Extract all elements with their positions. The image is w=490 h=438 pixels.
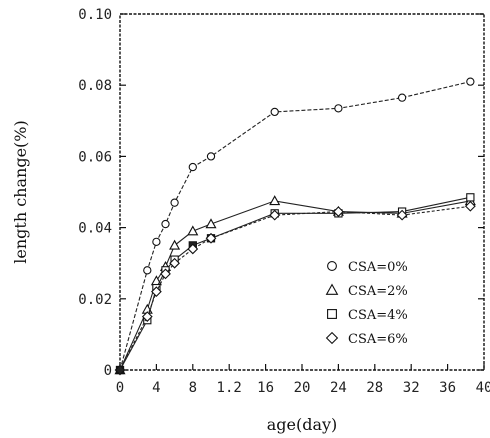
legend-label: CSA=4% xyxy=(348,308,408,323)
diamond-marker xyxy=(141,311,153,322)
circle-marker xyxy=(188,162,197,172)
series-layer xyxy=(114,77,476,376)
x-tick-label: 4 xyxy=(152,380,160,396)
legend: CSA=0% CSA=2% CSA=4% CSA=6% xyxy=(325,260,408,347)
diamond-marker xyxy=(325,331,339,345)
diamond-marker xyxy=(169,257,180,269)
x-tick-label: 36 xyxy=(439,380,456,396)
circle-marker xyxy=(334,104,343,113)
diamond-marker xyxy=(333,206,344,217)
diamond-marker xyxy=(160,268,171,280)
y-tick-label: 0.08 xyxy=(78,78,112,94)
triangle-marker xyxy=(169,239,181,250)
diamond-marker xyxy=(151,286,162,298)
legend-label: CSA=2% xyxy=(348,284,408,299)
diamond-marker xyxy=(396,209,408,221)
y-axis-label: length change(%) xyxy=(11,120,30,263)
series-line xyxy=(119,205,471,371)
x-tick-label: 0 xyxy=(116,380,124,396)
triangle-marker xyxy=(269,195,281,206)
plot-frame xyxy=(119,13,485,371)
circle-marker xyxy=(327,261,337,271)
x-tick-label: 20 xyxy=(294,380,311,396)
circle-marker xyxy=(466,77,475,86)
x-tick-label: 16 xyxy=(257,380,274,396)
series-line xyxy=(119,81,471,371)
series-square xyxy=(115,193,475,375)
diamond-marker xyxy=(114,364,126,376)
y-tick-label: 0.04 xyxy=(78,221,112,237)
square-marker xyxy=(466,193,475,202)
diamond-marker xyxy=(205,232,217,244)
x-tick-label: 32 xyxy=(403,380,420,396)
series-diamond xyxy=(114,200,476,376)
circle-marker xyxy=(397,93,407,102)
diamond-marker xyxy=(187,243,199,255)
y-tick-label: 0.06 xyxy=(78,149,112,165)
y-tick-label: 0.10 xyxy=(78,7,112,23)
circle-marker xyxy=(152,237,161,246)
diamond-marker xyxy=(269,209,281,221)
x-axis-ticks: 0 4 8 1.2 16 20 24 28 32 36 40 xyxy=(116,364,490,396)
x-tick-label: 24 xyxy=(330,380,347,396)
series-line xyxy=(119,200,471,371)
legend-label: CSA=6% xyxy=(348,332,408,347)
triangle-marker xyxy=(150,275,162,286)
circle-marker xyxy=(143,266,152,275)
series-circle xyxy=(115,77,475,375)
square-marker xyxy=(327,309,337,319)
y-tick-label: 0.02 xyxy=(78,292,112,308)
legend-label: CSA=0% xyxy=(348,260,408,275)
circle-marker xyxy=(206,152,216,161)
x-tick-label: 28 xyxy=(366,380,383,396)
triangle-marker xyxy=(187,225,199,236)
circle-marker xyxy=(170,198,179,207)
diamond-marker xyxy=(464,200,476,212)
triangle-marker xyxy=(325,283,339,295)
y-tick-label: 0 xyxy=(104,363,112,379)
circle-marker xyxy=(161,219,170,229)
y-axis-ticks: 0 0.02 0.04 0.06 0.08 0.10 xyxy=(78,7,484,379)
x-tick-label: 40 xyxy=(476,380,490,396)
triangle-marker xyxy=(205,218,217,229)
x-tick-label: 8 xyxy=(189,380,197,396)
series-line xyxy=(119,196,471,371)
x-axis-label: age(day) xyxy=(267,415,338,434)
circle-marker xyxy=(270,107,279,117)
x-tick-label: 1.2 xyxy=(217,380,242,396)
